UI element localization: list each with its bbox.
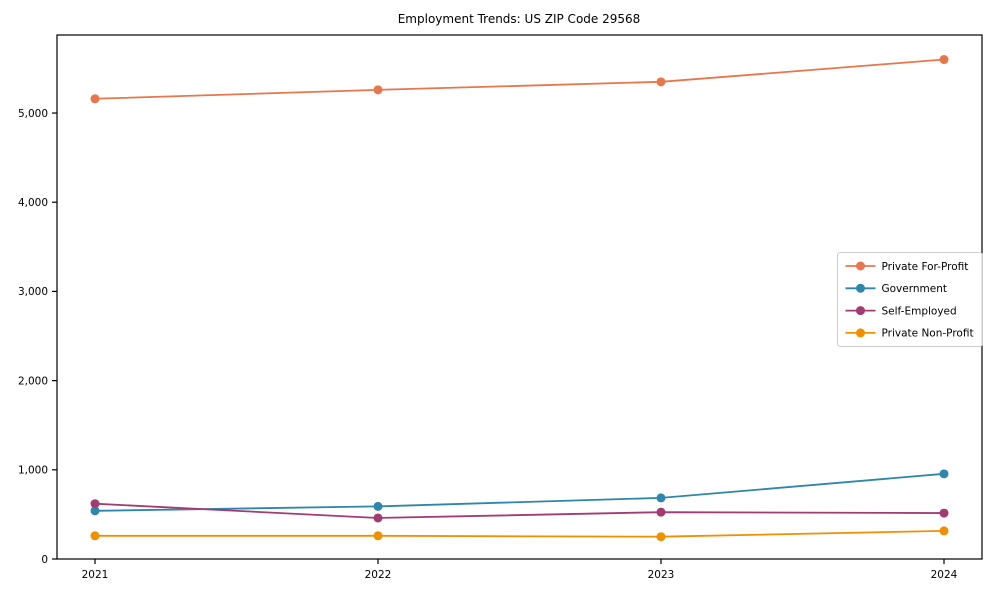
series-line-private-non-profit (95, 530, 945, 538)
data-point (939, 508, 949, 518)
legend-marker (856, 261, 865, 271)
chart-title: Employment Trends: US ZIP Code 29568 (398, 12, 641, 26)
y-tick-label: 5,000 (18, 108, 48, 120)
data-point (90, 506, 100, 516)
legend-item-private-non-profit: Private Non-Profit (845, 328, 974, 340)
data-point (373, 531, 383, 541)
x-tick-label: 2021 (82, 569, 109, 581)
data-point (939, 55, 949, 65)
legend-box (837, 252, 983, 347)
data-point (656, 77, 666, 87)
y-tick-label: 2,000 (18, 375, 48, 387)
data-point (90, 499, 100, 509)
legend-marker (856, 283, 865, 293)
legend-label: Self-Employed (882, 305, 957, 317)
data-point (939, 526, 949, 536)
x-tick-label: 2022 (365, 569, 392, 581)
data-point (656, 493, 666, 503)
data-point (373, 513, 383, 523)
series-line-self-employed (94, 502, 945, 519)
data-point (90, 531, 100, 541)
x-tick-label: 2024 (931, 569, 958, 581)
y-tick-label: 4,000 (18, 197, 48, 209)
y-tick-label: 1,000 (18, 465, 48, 477)
legend-label: Government (882, 283, 947, 295)
data-point (656, 507, 666, 517)
legend-item-government: Government (845, 283, 947, 295)
y-axis: 0 1,000 2,000 3,000 4,000 5,000 (18, 108, 57, 566)
legend-marker (856, 328, 865, 338)
x-tick-label: 2023 (648, 569, 675, 581)
data-point (373, 501, 383, 511)
legend-item-private-for-profit: Private For-Profit (845, 261, 969, 273)
data-point (90, 94, 100, 104)
series-line-government (94, 472, 945, 512)
legend-marker (856, 306, 865, 316)
y-tick-label: 0 (41, 554, 48, 566)
legend: Private For-Profit Government Self-Employe… (837, 252, 983, 347)
data-point (373, 85, 383, 95)
legend-label: Private Non-Profit (882, 328, 974, 340)
data-point (939, 469, 949, 479)
legend-label: Private For-Profit (882, 261, 969, 273)
legend-item-self-employed: Self-Employed (845, 305, 957, 317)
series-line-private-for-profit (94, 58, 945, 100)
y-tick-label: 3,000 (18, 286, 48, 298)
series-layer (90, 55, 949, 542)
data-point (656, 532, 666, 542)
x-axis: 2021 2022 2023 2024 (82, 559, 958, 581)
